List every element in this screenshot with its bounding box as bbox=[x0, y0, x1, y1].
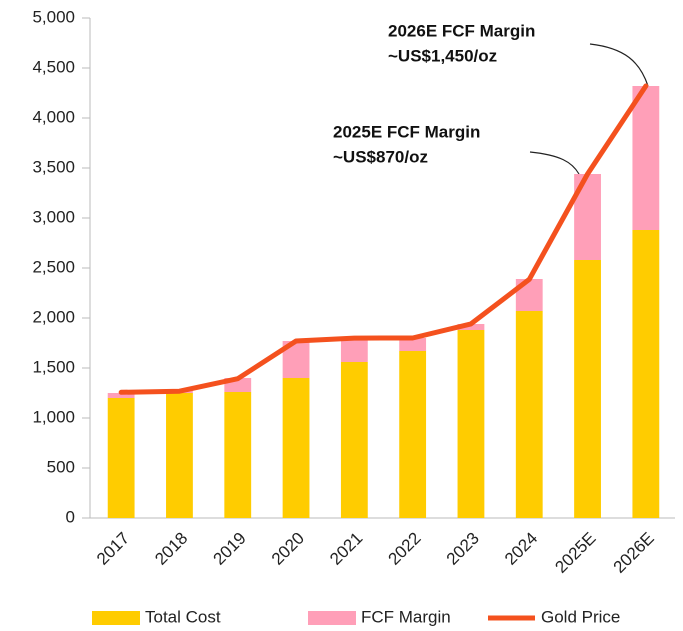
y-tick-label: 5,000 bbox=[32, 7, 75, 26]
bar bbox=[457, 324, 485, 330]
bar bbox=[282, 378, 310, 518]
x-tick-label: 2025E bbox=[551, 529, 599, 577]
bar bbox=[457, 330, 485, 518]
legend-swatch bbox=[92, 611, 140, 625]
x-tick-label: 2026E bbox=[610, 529, 658, 577]
y-tick-label: 4,500 bbox=[32, 57, 75, 76]
bar bbox=[632, 86, 660, 230]
y-tick-label: 4,000 bbox=[32, 107, 75, 126]
annotation: ~US$870/oz bbox=[333, 147, 428, 166]
y-tick-label: 1,500 bbox=[32, 357, 75, 376]
x-tick-label: 2020 bbox=[268, 529, 308, 569]
legend-label: Total Cost bbox=[145, 607, 221, 626]
bar bbox=[574, 260, 601, 518]
annotation: 2025E FCF Margin bbox=[333, 122, 480, 141]
bar bbox=[224, 392, 252, 518]
y-tick-label: 3,000 bbox=[32, 207, 75, 226]
x-tick-label: 2019 bbox=[210, 529, 250, 569]
bar bbox=[399, 351, 427, 518]
bar bbox=[107, 393, 135, 398]
annotation-connector bbox=[529, 151, 580, 175]
bar bbox=[340, 340, 368, 362]
x-tick-label: 2017 bbox=[93, 529, 133, 569]
bar bbox=[340, 362, 368, 518]
x-tick-label: 2021 bbox=[326, 529, 366, 569]
legend-swatch bbox=[308, 611, 356, 625]
legend-label: FCF Margin bbox=[361, 607, 451, 626]
line bbox=[118, 83, 649, 395]
annotation: 2026E FCF Margin bbox=[388, 21, 535, 40]
bar bbox=[632, 230, 660, 518]
y-tick-label: 2,000 bbox=[32, 307, 75, 326]
bar bbox=[107, 398, 135, 518]
y-tick-label: 1,000 bbox=[32, 407, 75, 426]
y-tick-label: 3,500 bbox=[32, 157, 75, 176]
bar bbox=[515, 311, 543, 518]
legend-label: Gold Price bbox=[541, 607, 620, 626]
bar bbox=[399, 338, 427, 351]
y-tick-label: 2,500 bbox=[32, 257, 75, 276]
bar bbox=[166, 393, 193, 518]
y-tick-label: 0 bbox=[66, 507, 75, 526]
x-tick-label: 2022 bbox=[384, 529, 424, 569]
annotation-connector bbox=[589, 43, 649, 87]
annotation: ~US$1,450/oz bbox=[388, 46, 497, 65]
x-tick-label: 2023 bbox=[443, 529, 483, 569]
y-tick-label: 500 bbox=[47, 457, 75, 476]
x-tick-label: 2024 bbox=[501, 529, 541, 569]
x-tick-label: 2018 bbox=[151, 529, 191, 569]
